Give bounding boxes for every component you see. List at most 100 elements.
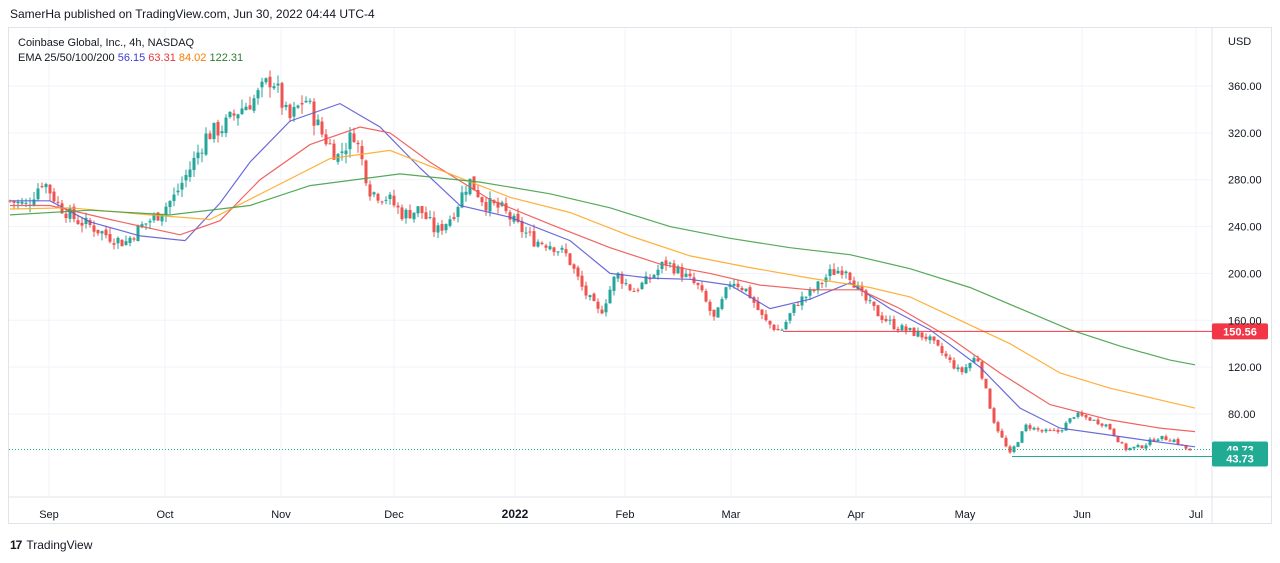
candle-body [196, 152, 200, 159]
candle-body [284, 104, 288, 108]
candle-body [524, 232, 528, 234]
candle-body [952, 360, 956, 369]
candle-body [616, 273, 620, 279]
candle-body [256, 90, 260, 99]
candle-body [264, 78, 268, 83]
candle-body [248, 105, 252, 110]
resistance-level-label: 150.56 [1223, 326, 1257, 338]
candle-body [428, 217, 432, 219]
candle-body [696, 282, 700, 285]
candle-body [444, 224, 448, 231]
candle-body [540, 242, 544, 245]
candle-body [896, 328, 900, 331]
candle-body [148, 220, 152, 223]
candle-body [928, 336, 932, 341]
candle-body [688, 273, 692, 277]
candle-body [440, 224, 444, 231]
candle-body [92, 225, 96, 232]
candle-body [632, 291, 636, 293]
candle-body [24, 202, 28, 204]
candle-body [576, 267, 580, 277]
chart-legend: Coinbase Global, Inc., 4h, NASDAQ EMA 25… [18, 36, 243, 66]
candle-body [1140, 445, 1144, 449]
candle-body [1148, 439, 1152, 445]
candle-body [376, 193, 380, 201]
candle-body [424, 212, 428, 220]
ema-legend-row: EMA 25/50/100/200 56.15 63.31 84.02 122.… [18, 51, 243, 66]
candle-body [604, 303, 608, 313]
candle-body [328, 143, 332, 145]
ema200-value: 122.31 [209, 52, 244, 64]
y-tick-label: 160.00 [1228, 315, 1262, 327]
candle-body [592, 293, 596, 302]
x-tick-label: Dec [384, 509, 404, 521]
candle-body [272, 86, 276, 89]
candle-body [684, 273, 688, 277]
candle-body [828, 269, 832, 277]
candle-body [548, 246, 552, 250]
candle-body [560, 247, 564, 250]
tradingview-footer[interactable]: 17 TradingView [10, 538, 92, 552]
candle-body [600, 309, 604, 314]
ema25-value: 56.15 [117, 52, 146, 64]
candle-body [124, 241, 128, 245]
candle-body [916, 331, 920, 337]
x-tick-label: Feb [616, 509, 635, 521]
candle-body [812, 290, 816, 292]
x-tick-label: Apr [847, 509, 864, 521]
candle-body [516, 213, 520, 222]
candle-body [940, 346, 944, 354]
candle-body [508, 212, 512, 220]
candle-body [1052, 430, 1056, 432]
candle-body [564, 249, 568, 254]
candle-body [1016, 442, 1020, 447]
candle-body [76, 220, 80, 224]
candle-body [448, 219, 452, 226]
candle-body [964, 367, 968, 373]
candle-body [948, 357, 952, 360]
candle-body [1004, 437, 1008, 447]
candle-body [168, 201, 172, 208]
candle-body [968, 363, 972, 369]
candle-body [420, 206, 424, 214]
candle-body [892, 319, 896, 330]
candle-body [708, 301, 712, 311]
symbol-title: Coinbase Global, Inc., 4h, NASDAQ [18, 37, 195, 49]
x-tick-label: Jul [1189, 509, 1203, 521]
candle-body [920, 332, 924, 338]
candle-body [432, 217, 436, 233]
candle-body [296, 105, 300, 108]
candle-body [712, 309, 716, 317]
candle-body [204, 133, 208, 155]
x-tick-label: 2022 [502, 507, 529, 521]
candle-body [144, 223, 148, 225]
candle-body [396, 205, 400, 208]
candle-body [816, 281, 820, 291]
candle-body [360, 146, 364, 160]
candle-body [832, 269, 836, 275]
candle-body [1048, 430, 1052, 432]
candlesticks [8, 70, 1192, 454]
candle-body [160, 214, 164, 222]
candle-body [1096, 419, 1100, 425]
candle-body [740, 287, 744, 290]
candle-body [1064, 422, 1068, 431]
candle-body [988, 388, 992, 409]
candle-body [404, 209, 408, 219]
candle-body [312, 101, 316, 126]
candle-body [292, 107, 296, 117]
y-tick-label: 280.00 [1228, 175, 1262, 187]
candle-body [1188, 448, 1192, 451]
candle-body [260, 81, 264, 88]
candle-body [640, 282, 644, 290]
candle-body [976, 358, 980, 362]
candle-body [48, 184, 52, 194]
candle-body [388, 194, 392, 200]
x-tick-label: May [955, 509, 976, 521]
candle-body [56, 201, 60, 203]
candle-body [1124, 443, 1128, 451]
candle-body [1056, 429, 1060, 432]
candle-body [900, 325, 904, 331]
